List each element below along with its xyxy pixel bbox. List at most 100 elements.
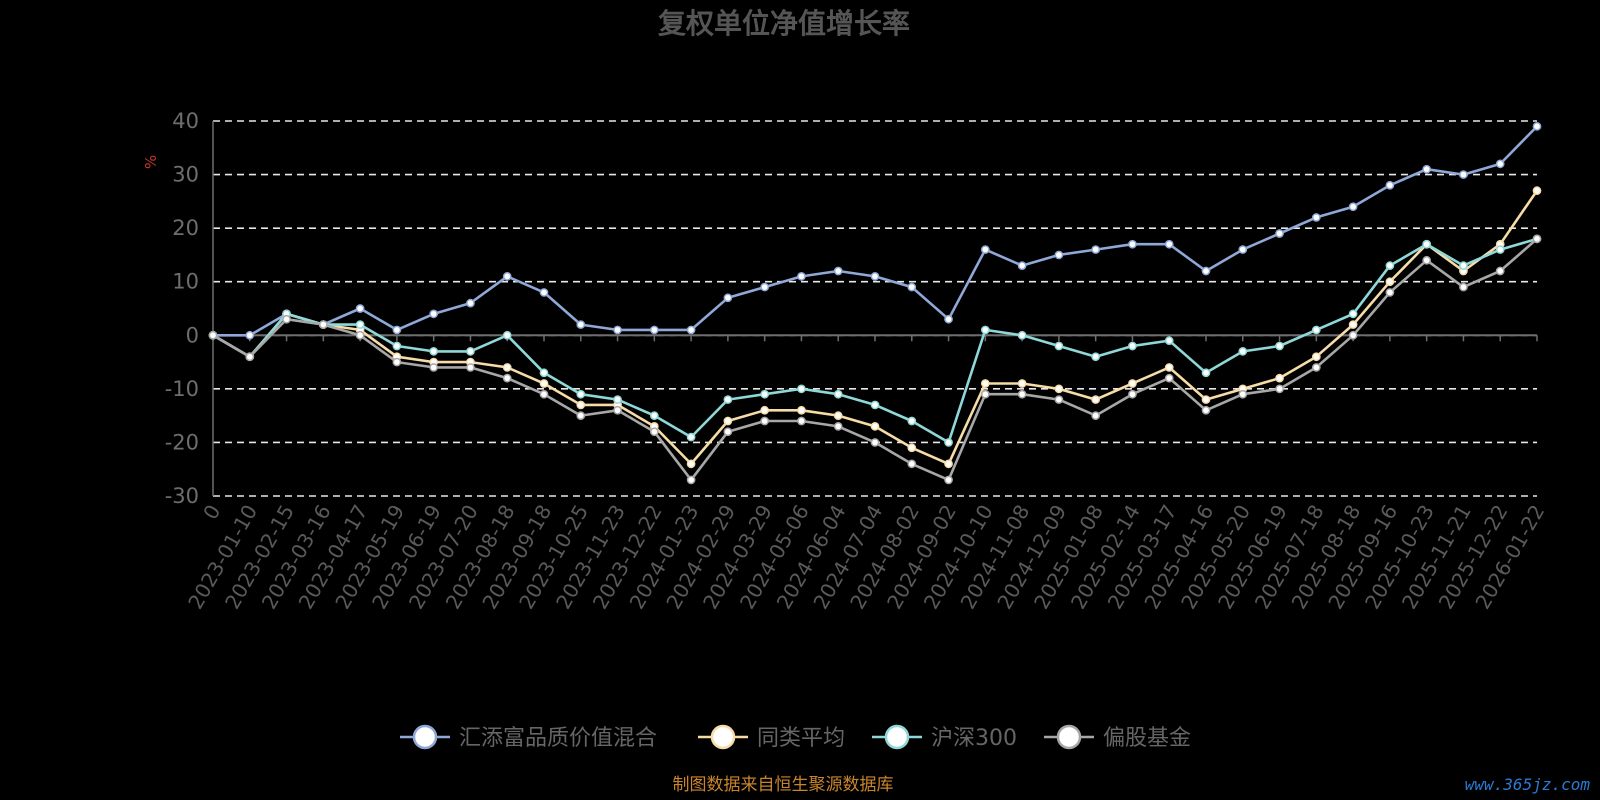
y-tick-label: -10: [165, 377, 199, 401]
series-lines: [208, 122, 1542, 485]
data-point: [1017, 379, 1027, 388]
data-point: [723, 395, 733, 404]
data-point: [208, 330, 218, 340]
data-point: [429, 363, 439, 372]
data-point: [1459, 261, 1468, 270]
y-tick-label: 10: [172, 270, 199, 294]
data-point: [980, 245, 990, 254]
data-point: [944, 438, 953, 447]
data-point: [1348, 320, 1358, 329]
legend[interactable]: 汇添富品质价值混合 同类平均 沪深300 偏股基金: [400, 724, 1191, 751]
data-point: [1495, 159, 1505, 169]
data-point: [870, 400, 880, 410]
data-point: [1054, 384, 1064, 394]
data-point: [1164, 336, 1174, 345]
data-point: [686, 459, 696, 469]
data-point: [1495, 266, 1505, 276]
data-point: [833, 389, 843, 399]
legend-item-2[interactable]: 沪深300: [872, 724, 1017, 751]
data-point: [282, 314, 291, 324]
legend-label: 汇添富品质价值混合: [459, 726, 657, 751]
legend-label: 沪深300: [931, 726, 1017, 751]
data-point: [1017, 389, 1027, 399]
data-point: [429, 347, 439, 356]
y-tick-label: 40: [172, 109, 199, 133]
data-source-note: 制图数据来自恒生聚源数据库: [673, 775, 894, 795]
data-point: [760, 416, 770, 426]
legend-marker: [412, 724, 438, 750]
data-point: [870, 272, 880, 281]
data-point: [1311, 363, 1321, 372]
data-point: [1495, 245, 1505, 254]
data-point: [1091, 411, 1101, 420]
data-point: [944, 459, 953, 469]
data-point: [539, 288, 549, 297]
data-point: [944, 314, 953, 324]
y-tick-label: -20: [165, 430, 199, 454]
data-point: [1275, 373, 1284, 383]
data-point: [1054, 395, 1064, 404]
legend-item-3[interactable]: 偏股基金: [1044, 724, 1191, 751]
series-3: [208, 234, 1542, 485]
data-point: [797, 272, 806, 281]
data-point: [870, 438, 880, 447]
y-tick-label: 30: [172, 163, 199, 187]
data-point: [1459, 170, 1468, 179]
legend-marker: [1056, 724, 1082, 750]
data-point: [1348, 202, 1358, 212]
data-point: [1422, 255, 1432, 265]
y-tick-label: -30: [165, 484, 199, 508]
data-point: [907, 459, 917, 469]
data-point: [466, 298, 475, 308]
data-point: [907, 282, 917, 292]
data-point: [686, 432, 696, 442]
series-1: [208, 186, 1542, 469]
data-point: [649, 411, 659, 420]
data-point: [502, 272, 512, 281]
data-point: [870, 422, 880, 431]
data-point: [760, 282, 770, 292]
data-point: [760, 389, 770, 399]
data-point: [1385, 288, 1395, 297]
data-point: [1091, 245, 1101, 254]
data-point: [576, 411, 586, 420]
data-point: [723, 293, 733, 303]
data-point: [466, 363, 475, 372]
data-point: [980, 389, 990, 399]
data-point: [1385, 180, 1395, 190]
data-point: [1238, 389, 1248, 399]
data-point: [539, 368, 549, 378]
legend-item-1[interactable]: 同类平均: [698, 724, 845, 751]
data-point: [1532, 122, 1542, 131]
x-axis: 02023-01-102023-02-152023-03-162023-04-1…: [183, 334, 1549, 613]
data-point: [1164, 373, 1174, 383]
y-axis-unit: %: [142, 155, 160, 169]
data-point: [1164, 363, 1174, 372]
data-point: [245, 330, 255, 340]
data-point: [392, 325, 402, 335]
data-point: [833, 411, 843, 420]
data-point: [1128, 389, 1137, 399]
data-point: [355, 330, 365, 340]
data-point: [1238, 347, 1248, 356]
data-point: [1128, 341, 1137, 351]
data-point: [980, 325, 990, 335]
data-point: [1201, 368, 1211, 378]
legend-item-0[interactable]: 汇添富品质价值混合: [400, 724, 657, 751]
data-point: [1091, 352, 1101, 362]
series-2: [208, 234, 1542, 447]
data-point: [980, 379, 990, 388]
data-point: [1311, 213, 1321, 222]
data-point: [1054, 341, 1064, 351]
data-point: [1017, 261, 1027, 270]
data-point: [466, 347, 475, 356]
data-point: [502, 330, 512, 340]
y-tick-label: 20: [172, 216, 199, 240]
data-point: [1422, 164, 1432, 174]
data-point: [760, 405, 770, 415]
data-point: [1532, 186, 1542, 195]
y-tick-label: 0: [186, 323, 199, 347]
data-point: [1128, 239, 1137, 249]
data-point: [907, 443, 917, 453]
